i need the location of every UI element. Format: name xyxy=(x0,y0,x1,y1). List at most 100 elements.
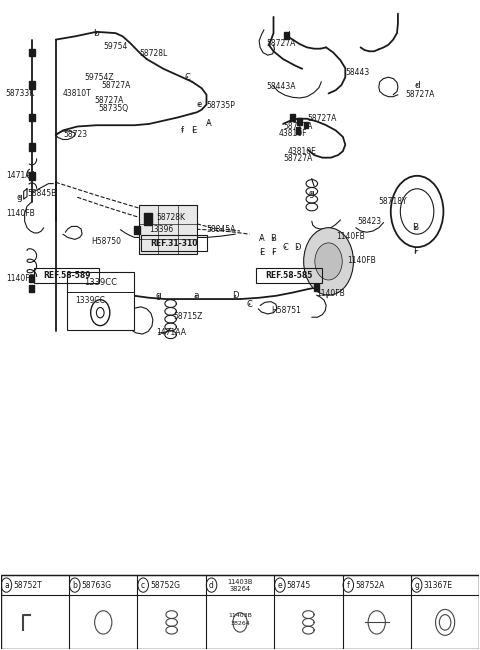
Bar xyxy=(304,122,309,129)
Text: b: b xyxy=(72,580,77,590)
Text: 1471AA: 1471AA xyxy=(6,172,36,180)
Text: 58723: 58723 xyxy=(63,131,87,140)
Text: 43810F: 43810F xyxy=(278,129,307,138)
Text: B: B xyxy=(413,223,419,232)
Text: REF.31-310: REF.31-310 xyxy=(150,239,198,248)
Text: 1339CC: 1339CC xyxy=(84,278,117,287)
Text: f: f xyxy=(181,126,184,135)
Text: H58751: H58751 xyxy=(271,306,301,315)
Bar xyxy=(298,118,302,125)
Text: 58845A: 58845A xyxy=(206,224,236,233)
Text: 58443A: 58443A xyxy=(266,82,296,91)
Text: 1339CC: 1339CC xyxy=(75,296,105,305)
Text: 58752A: 58752A xyxy=(355,580,384,590)
Text: 58727A: 58727A xyxy=(283,155,312,163)
Text: 58728K: 58728K xyxy=(156,213,185,222)
Bar xyxy=(144,213,153,225)
Text: g: g xyxy=(156,291,161,300)
Text: 1140FB: 1140FB xyxy=(317,289,345,298)
Text: C: C xyxy=(283,242,288,252)
Text: b: b xyxy=(94,29,99,38)
Text: E: E xyxy=(259,248,264,257)
Bar xyxy=(29,143,35,151)
Bar xyxy=(29,49,35,57)
Text: f: f xyxy=(347,580,349,590)
Text: B: B xyxy=(271,234,276,243)
Text: D: D xyxy=(232,291,239,300)
Text: F: F xyxy=(271,248,276,257)
Text: D: D xyxy=(294,242,300,252)
Text: 58727A: 58727A xyxy=(283,122,312,131)
Text: REF.58-585: REF.58-585 xyxy=(265,271,313,280)
Bar xyxy=(29,275,34,281)
Circle shape xyxy=(315,243,342,280)
Text: 58733K: 58733K xyxy=(5,89,35,98)
Text: e: e xyxy=(197,100,202,109)
Text: A: A xyxy=(259,234,264,243)
Text: 58718Y: 58718Y xyxy=(379,197,408,206)
Text: 58745: 58745 xyxy=(287,580,311,590)
Text: 58728L: 58728L xyxy=(140,49,168,58)
Text: g: g xyxy=(17,192,23,202)
Text: A: A xyxy=(206,119,212,128)
Text: 58443: 58443 xyxy=(345,68,370,77)
Text: 38264: 38264 xyxy=(230,621,250,626)
Text: E: E xyxy=(191,126,196,135)
Text: 1140FB: 1140FB xyxy=(336,231,364,240)
Text: 1140FB: 1140FB xyxy=(6,209,35,218)
Bar xyxy=(314,284,319,291)
Bar xyxy=(29,81,35,89)
Text: 58727A: 58727A xyxy=(307,114,336,124)
Text: 58735P: 58735P xyxy=(206,101,235,111)
Text: 1140FB: 1140FB xyxy=(6,274,35,283)
Bar xyxy=(296,127,300,134)
Bar xyxy=(29,114,35,122)
Text: d: d xyxy=(209,580,214,590)
Bar xyxy=(29,285,34,292)
Text: 58752G: 58752G xyxy=(150,580,180,590)
Bar xyxy=(290,114,295,121)
Text: 58715Z: 58715Z xyxy=(173,312,203,321)
Text: 43810T: 43810T xyxy=(63,89,92,98)
Text: 1140FB: 1140FB xyxy=(348,255,376,265)
Text: 58735Q: 58735Q xyxy=(99,104,129,113)
Text: F: F xyxy=(413,247,418,256)
Bar xyxy=(0,575,480,649)
Text: 13396: 13396 xyxy=(149,224,173,233)
Text: 11403B: 11403B xyxy=(228,580,252,586)
Text: 58727A: 58727A xyxy=(266,39,296,48)
Text: C: C xyxy=(247,300,252,309)
Text: 43810E: 43810E xyxy=(288,147,317,155)
Text: 38264: 38264 xyxy=(229,586,251,592)
Text: 58727A: 58727A xyxy=(94,96,123,105)
Circle shape xyxy=(304,227,353,295)
Text: 58727A: 58727A xyxy=(101,81,131,90)
Text: a: a xyxy=(193,291,199,300)
Text: g: g xyxy=(309,189,315,198)
Text: 58845B: 58845B xyxy=(27,189,56,198)
Text: 58763G: 58763G xyxy=(82,580,112,590)
Bar xyxy=(284,32,289,39)
Bar xyxy=(67,272,134,330)
Text: H58750: H58750 xyxy=(92,237,121,246)
Bar xyxy=(29,172,35,179)
Text: 59754Z: 59754Z xyxy=(84,73,114,82)
Text: 58423: 58423 xyxy=(357,216,382,226)
Text: g: g xyxy=(414,580,419,590)
Text: 59754: 59754 xyxy=(104,42,128,51)
Text: 11403B: 11403B xyxy=(228,614,252,618)
Bar xyxy=(0,575,480,595)
Text: 1471AA: 1471AA xyxy=(156,328,186,337)
Text: d: d xyxy=(285,31,291,40)
Text: c: c xyxy=(141,580,145,590)
Bar xyxy=(134,226,140,234)
Text: 58727A: 58727A xyxy=(405,90,434,99)
Bar xyxy=(140,205,197,254)
Text: d: d xyxy=(414,81,420,90)
Text: 58752T: 58752T xyxy=(13,580,42,590)
Text: REF.58-589: REF.58-589 xyxy=(43,271,90,280)
Text: 31367E: 31367E xyxy=(423,580,452,590)
Text: a: a xyxy=(4,580,9,590)
Text: C: C xyxy=(184,73,190,82)
Text: e: e xyxy=(277,580,282,590)
